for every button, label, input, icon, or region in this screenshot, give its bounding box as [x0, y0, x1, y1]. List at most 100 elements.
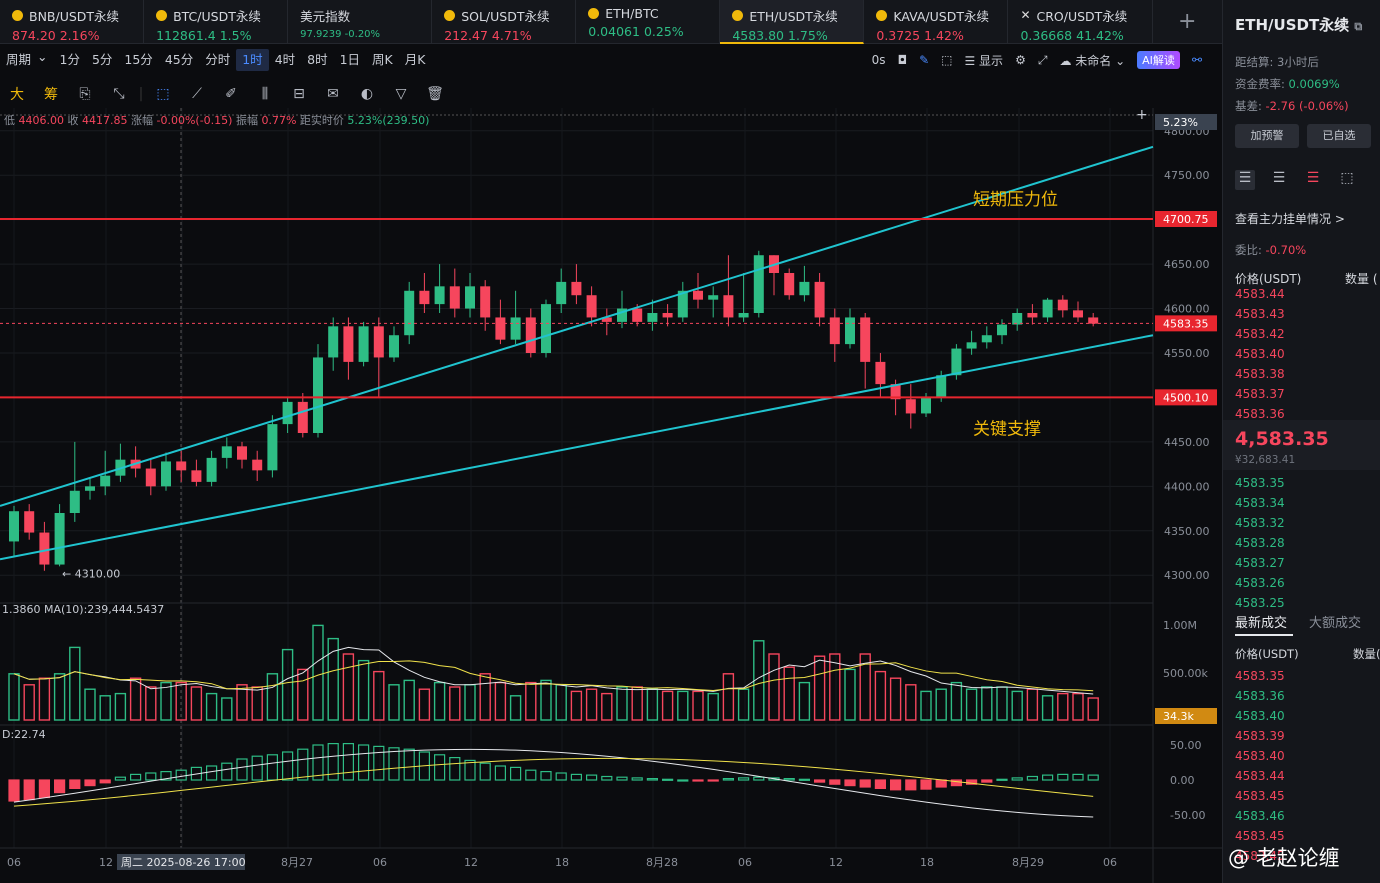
ticker-price-value: 112861.4: [156, 28, 216, 43]
period-8[interactable]: 8时: [307, 52, 328, 67]
bid-row[interactable]: 4583.26: [1235, 576, 1285, 590]
tab-large-trades[interactable]: 大额成交: [1309, 616, 1362, 631]
macd-indicator-label: D:22.74: [2, 728, 46, 741]
layout-button[interactable]: ☁ 未命名 ⌄: [1059, 53, 1126, 68]
ask-row[interactable]: 4583.44: [1235, 287, 1285, 301]
note-icon[interactable]: ✉: [327, 86, 339, 102]
copy-icon[interactable]: ⧉: [1354, 20, 1363, 33]
volume-tick-label: 500.00k: [1163, 667, 1208, 680]
x-tick-label: 06: [373, 856, 387, 869]
macd-bar: [464, 759, 476, 781]
period-6[interactable]: 1时: [236, 49, 269, 71]
x-tick-label: 8月27: [281, 856, 313, 869]
book-bids-icon[interactable]: ☰: [1272, 170, 1286, 186]
volume-bar: [707, 692, 719, 721]
book-depth-icon[interactable]: ⬚: [1340, 170, 1354, 186]
ticker-tab[interactable]: ETH/USDT永续 4583.80 1.75%: [720, 0, 865, 44]
channel-upper-line: [0, 145, 1154, 507]
ask-row[interactable]: 4583.43: [1235, 307, 1285, 321]
ticker-tab[interactable]: ✕ CRO/USDT永续 0.36668 41.42%: [1008, 0, 1153, 44]
macd-bar: [677, 779, 689, 782]
bid-row[interactable]: 4583.34: [1235, 496, 1285, 510]
fullscreen-icon[interactable]: ⤢: [1037, 52, 1048, 67]
indicator-icon[interactable]: ⎘: [79, 86, 91, 102]
add-alert-button[interactable]: 加预警: [1235, 124, 1299, 148]
ticker-symbol: ETH/USDT永续: [732, 6, 863, 25]
macd-bar: [646, 777, 659, 781]
candle-body: [389, 335, 399, 358]
period-3[interactable]: 15分: [124, 52, 153, 67]
candle-body: [677, 290, 688, 318]
camera-icon[interactable]: ◘: [897, 53, 908, 67]
macd-bar: [1072, 773, 1084, 781]
macd-bar: [570, 773, 583, 781]
magnet-icon[interactable]: ◐: [360, 86, 374, 102]
orders-link[interactable]: 查看主力挂单情况 >: [1235, 212, 1345, 226]
period-2[interactable]: 5分: [91, 52, 113, 67]
ticker-tab[interactable]: SOL/USDT永续 212.47 4.71%: [432, 0, 577, 44]
bid-row[interactable]: 4583.28: [1235, 536, 1285, 550]
big-text-tool[interactable]: 大: [10, 87, 24, 103]
cursor-icon[interactable]: ⬚: [156, 86, 170, 102]
favorite-button[interactable]: 已自选: [1307, 124, 1371, 148]
display-button[interactable]: ☰ 显示: [964, 53, 1004, 68]
period-11[interactable]: 月K: [404, 52, 426, 67]
bid-row[interactable]: 4583.35: [1235, 476, 1285, 490]
chart-background: [0, 108, 1222, 883]
tab-latest-trades[interactable]: 最新成交: [1235, 616, 1288, 631]
period-9[interactable]: 1日: [339, 52, 361, 67]
ask-row[interactable]: 4583.38: [1235, 367, 1285, 381]
share-icon[interactable]: ⚯: [1191, 53, 1202, 67]
volume-bar: [677, 690, 689, 721]
add-tab-button[interactable]: +: [1178, 9, 1197, 34]
ruler-icon[interactable]: ⊟: [293, 86, 305, 102]
price-tick-label: 4300.00: [1164, 569, 1210, 582]
select-icon[interactable]: ⬚: [941, 53, 953, 67]
settings-icon[interactable]: ⚙: [1015, 53, 1026, 67]
pen-icon[interactable]: ✎: [919, 53, 930, 67]
ticker-tab[interactable]: KAVA/USDT永续 0.3725 1.42%: [864, 0, 1009, 44]
period-10[interactable]: 周K: [372, 52, 393, 67]
candle-body: [829, 317, 840, 345]
book-asks-icon[interactable]: ☰: [1306, 170, 1320, 186]
volume-bar: [175, 681, 187, 721]
trash-icon[interactable]: 🗑: [426, 86, 444, 102]
ticker-tab[interactable]: ETH/BTC 0.04061 0.25%: [576, 0, 721, 44]
period-menu[interactable]: 周期: [6, 52, 32, 67]
macd-bar: [342, 742, 354, 781]
bid-row[interactable]: 4583.25: [1235, 596, 1285, 610]
ohlc-info-line: 低 4406.00 收 4417.85 涨幅 -0.00%(-0.15) 振幅 …: [4, 112, 429, 128]
period-4[interactable]: 45分: [164, 52, 194, 67]
ticker-tab[interactable]: BNB/USDT永续 874.20 2.16%: [0, 0, 145, 44]
ticker-tab[interactable]: BTC/USDT永续 112861.4 1.5%: [144, 0, 289, 44]
ask-row[interactable]: 4583.42: [1235, 327, 1285, 341]
price-chart[interactable]: 4300.004350.004400.004450.004500.004550.…: [0, 108, 1222, 883]
bid-row[interactable]: 4583.27: [1235, 556, 1285, 570]
volume-bar: [312, 624, 324, 721]
line-tool-icon[interactable]: ⟋: [192, 86, 202, 102]
filter-icon[interactable]: ▽: [395, 86, 407, 102]
ratio-label: 委比:: [1235, 243, 1262, 257]
ticker-symbol-text: CRO/USDT永续: [1036, 9, 1128, 24]
period-7[interactable]: 4时: [274, 52, 296, 67]
ticker-tab[interactable]: 美元指数 97.9239 -0.20%: [288, 0, 433, 44]
period-5[interactable]: 分时: [205, 52, 231, 67]
volume-bar: [1057, 692, 1069, 721]
volume-bar: [1011, 690, 1023, 721]
bid-row[interactable]: 4583.32: [1235, 516, 1285, 530]
ai-button[interactable]: AI解读: [1137, 51, 1180, 69]
macd-bar: [23, 779, 35, 801]
compare-icon[interactable]: ⤡: [113, 86, 125, 102]
chevron-down-icon[interactable]: ⌄: [37, 49, 48, 64]
macd-bar: [829, 779, 841, 785]
col-price-header: 价格(USDT): [1235, 272, 1302, 286]
brush-icon[interactable]: ✐: [225, 86, 237, 102]
ask-row[interactable]: 4583.40: [1235, 347, 1285, 361]
candle-tool-icon[interactable]: ⫼: [261, 86, 269, 102]
chip-tool[interactable]: 筹: [44, 87, 58, 103]
candle-body: [845, 317, 855, 345]
period-1[interactable]: 1分: [59, 52, 80, 67]
ask-row[interactable]: 4583.37: [1235, 387, 1285, 401]
ask-row[interactable]: 4583.36: [1235, 407, 1285, 421]
book-both-icon[interactable]: ☰: [1235, 170, 1255, 190]
